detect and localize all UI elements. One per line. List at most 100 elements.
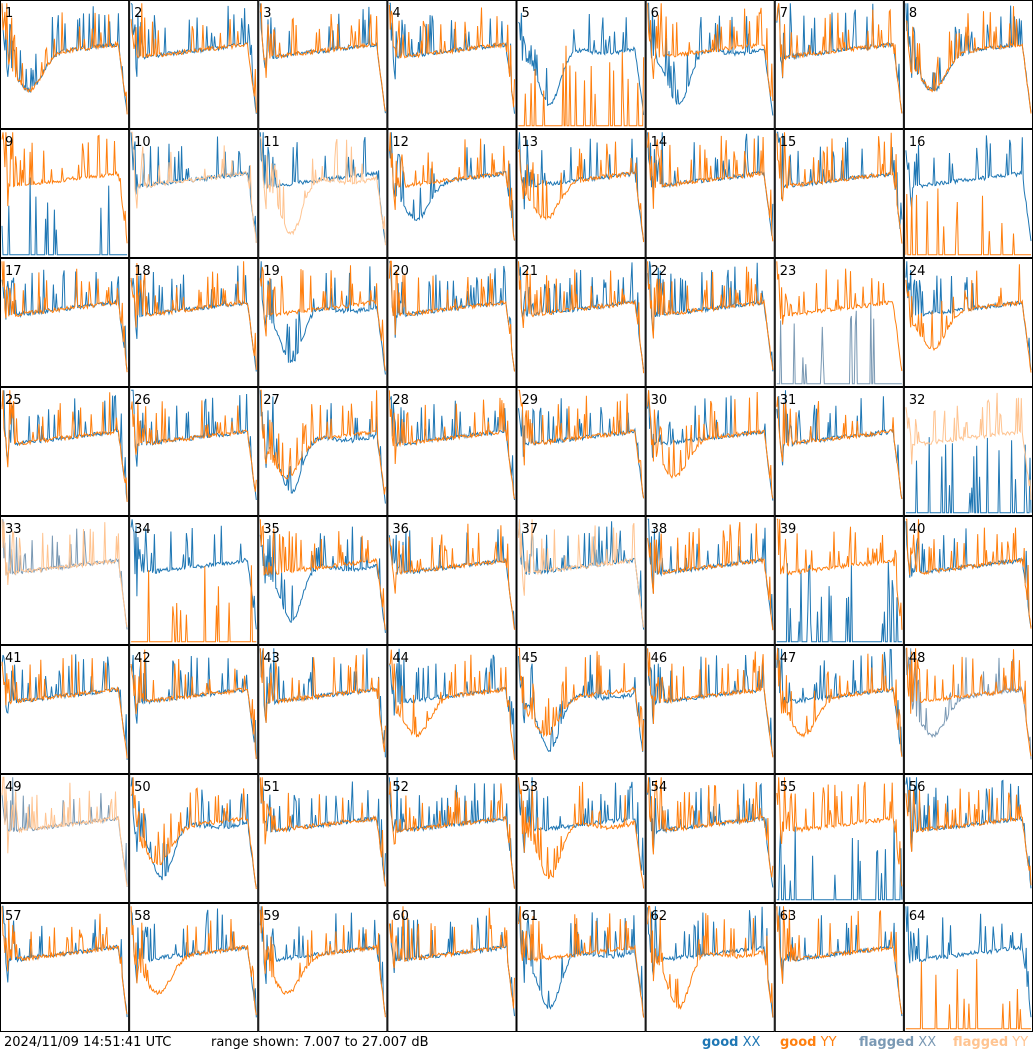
series-xx-panel-44 <box>388 648 515 760</box>
panel-number: 29 <box>522 393 539 408</box>
panel-number: 32 <box>909 393 926 408</box>
panel-number: 2 <box>134 6 142 21</box>
legend-flagged-yy-pol: YY <box>1012 1035 1029 1050</box>
panel-number: 6 <box>651 6 659 21</box>
panel-frame <box>645 516 775 645</box>
panel-19: 19 <box>258 258 388 387</box>
panel-number: 33 <box>5 522 22 537</box>
panel-frame <box>645 0 775 129</box>
panel-number: 25 <box>5 393 22 408</box>
legend-good-yy-word: good <box>780 1035 817 1050</box>
panel-35: 35 <box>258 516 388 645</box>
panel-31: 31 <box>774 387 904 516</box>
panel-53: 53 <box>516 774 646 903</box>
panel-42: 42 <box>129 645 259 774</box>
panel-44: 44 <box>387 645 517 774</box>
range-label: range shown: 7.007 to 27.007 dB <box>211 1035 429 1050</box>
panel-18: 18 <box>129 258 259 387</box>
series-xx-panel-54 <box>647 777 774 888</box>
panel-37: 37 <box>516 516 646 645</box>
series-xx-panel-46 <box>647 648 774 757</box>
series-yy-panel-60 <box>388 906 515 1009</box>
panel-22: 22 <box>645 258 775 387</box>
panel-4: 4 <box>387 0 517 129</box>
panel-number: 34 <box>134 522 151 537</box>
panel-number: 35 <box>263 522 280 537</box>
panel-frame <box>0 387 130 516</box>
series-yy-panel-23 <box>776 261 903 372</box>
series-yy-panel-1 <box>1 3 128 115</box>
panel-number: 28 <box>392 393 409 408</box>
panel-61: 61 <box>516 903 646 1032</box>
legend-flagged-xx: flagged XX <box>859 1035 936 1050</box>
panel-number: 1 <box>5 6 13 21</box>
panel-frame <box>645 774 775 903</box>
panel-14: 14 <box>645 129 775 258</box>
panel-frame <box>645 387 775 516</box>
panel-number: 62 <box>651 909 668 924</box>
series-yy-panel-6 <box>647 3 774 102</box>
panel-17: 17 <box>0 258 130 387</box>
legend-good-xx-pol: XX <box>742 1035 761 1050</box>
panel-number: 10 <box>134 135 151 150</box>
series-yy-panel-61 <box>518 906 645 1018</box>
panel-number: 61 <box>522 909 539 924</box>
panel-54: 54 <box>645 774 775 903</box>
series-yy-panel-3 <box>259 3 386 112</box>
panel-2: 2 <box>129 0 259 129</box>
panel-59: 59 <box>258 903 388 1032</box>
series-yy-panel-52 <box>388 781 515 889</box>
panel-frame <box>129 516 259 645</box>
series-yy-panel-9 <box>1 132 128 244</box>
series-yy-panel-55 <box>776 777 903 887</box>
panel-frame <box>774 0 904 129</box>
series-xx-panel-39 <box>776 561 902 643</box>
series-yy-panel-32 <box>905 392 1032 500</box>
panel-60: 60 <box>387 903 517 1032</box>
series-yy-panel-48 <box>905 647 1032 757</box>
panel-number: 50 <box>134 780 151 795</box>
series-yy-panel-37 <box>518 519 645 628</box>
panel-number: 58 <box>134 909 151 924</box>
series-yy-panel-34 <box>131 565 257 643</box>
panel-number: 30 <box>651 393 668 408</box>
panel-frame <box>774 387 904 516</box>
legend-flagged-xx-pol: XX <box>918 1035 937 1050</box>
series-yy-panel-18 <box>130 261 257 370</box>
panel-number: 17 <box>5 264 22 279</box>
panel-number: 14 <box>651 135 668 150</box>
panel-frame <box>129 774 259 903</box>
legend-flagged-xx-word: flagged <box>859 1035 915 1050</box>
panel-number: 41 <box>5 651 22 666</box>
series-xx-panel-35 <box>259 526 386 633</box>
panel-number: 4 <box>392 6 400 21</box>
series-yy-panel-4 <box>388 4 515 108</box>
panel-number: 21 <box>522 264 539 279</box>
timestamp-label: 2024/11/09 14:51:41 UTC <box>4 1035 172 1050</box>
panel-57: 57 <box>0 903 130 1032</box>
panel-48: 48 <box>903 645 1033 774</box>
series-yy-panel-54 <box>647 777 774 878</box>
panel-number: 52 <box>392 780 409 795</box>
panel-number: 13 <box>522 135 539 150</box>
legend-flagged-yy-word: flagged <box>953 1035 1009 1050</box>
series-xx-panel-42 <box>130 654 257 759</box>
panel-number: 60 <box>392 909 409 924</box>
series-yy-panel-8 <box>905 6 1032 114</box>
panel-32: 32 <box>903 387 1033 516</box>
series-yy-panel-50 <box>130 777 257 890</box>
panel-47: 47 <box>774 645 904 774</box>
panel-number: 64 <box>909 909 926 924</box>
panel-frame <box>387 129 517 258</box>
panel-number: 40 <box>909 522 926 537</box>
panel-frame <box>0 903 130 1032</box>
panel-16: 16 <box>903 129 1033 258</box>
panel-24: 24 <box>903 258 1033 387</box>
series-yy-panel-38 <box>647 522 774 631</box>
panel-number: 27 <box>263 393 280 408</box>
panel-23: 23 <box>774 258 904 387</box>
series-xx-panel-16 <box>905 135 1032 242</box>
series-xx-panel-7 <box>776 3 903 114</box>
panel-number: 57 <box>5 909 22 924</box>
panel-number: 22 <box>651 264 668 279</box>
